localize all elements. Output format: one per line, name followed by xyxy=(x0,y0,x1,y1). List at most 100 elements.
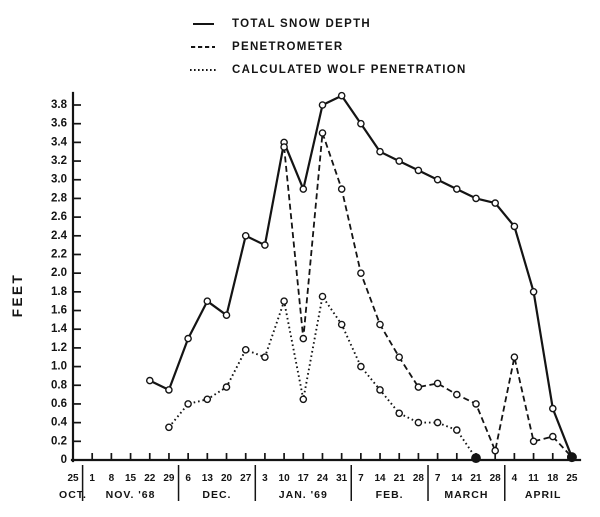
series-calculated-wolf-penetration-marker xyxy=(357,362,365,371)
y-tick-label: 0.4 xyxy=(51,417,68,429)
x-tick-label: 17 xyxy=(298,473,310,484)
x-tick-label: 15 xyxy=(125,473,137,484)
series-calculated-wolf-penetration-marker xyxy=(433,418,442,427)
y-tick-label: 1.4 xyxy=(51,323,68,335)
series-calculated-wolf-penetration-marker xyxy=(471,453,481,463)
series-penetrometer-marker xyxy=(299,334,308,343)
series-total-snow-depth-marker xyxy=(203,297,212,306)
x-tick-label: 25 xyxy=(566,473,578,484)
x-tick-label: 25 xyxy=(67,473,79,484)
series-total-snow-depth-marker xyxy=(414,166,423,175)
series-penetrometer-line xyxy=(283,132,573,458)
y-tick-label: 0 xyxy=(61,454,67,466)
x-tick-label: 22 xyxy=(144,473,156,484)
y-tick-label: 1.8 xyxy=(51,286,68,298)
legend: TOTAL SNOW DEPTH PENETROMETER CALCULATED… xyxy=(190,18,467,76)
series-calculated-wolf-penetration-marker xyxy=(299,395,308,404)
series-total-snow-depth-marker xyxy=(145,376,154,385)
series-penetrometer-marker xyxy=(357,269,365,278)
series-total-snow-depth-marker xyxy=(549,404,557,413)
x-tick-label: 4 xyxy=(512,473,518,484)
y-tick-label: 0.2 xyxy=(51,435,67,447)
x-tick-label: 28 xyxy=(490,473,502,484)
y-tick-label: 3.2 xyxy=(51,155,67,167)
series-penetrometer-marker xyxy=(414,383,423,391)
y-axis-title: FEET xyxy=(10,273,25,318)
series-total-snow-depth-marker xyxy=(222,311,231,320)
series-penetrometer-marker xyxy=(318,129,327,137)
series-penetrometer-marker xyxy=(491,446,500,455)
x-tick-label: 21 xyxy=(470,473,482,484)
month-label-oct-: OCT. xyxy=(59,489,87,501)
month-label-april: APRIL xyxy=(525,489,562,501)
series-total-snow-depth-marker xyxy=(452,185,461,193)
series-calculated-wolf-penetration-marker xyxy=(241,345,250,354)
series-calculated-wolf-penetration-marker xyxy=(261,353,269,362)
y-tick-label: 2.8 xyxy=(51,192,68,204)
month-label-feb-: FEB. xyxy=(376,489,404,501)
series-penetrometer-marker xyxy=(337,185,346,193)
series-calculated-wolf-penetration-marker xyxy=(165,423,173,432)
series-total-snow-depth-marker xyxy=(472,194,480,203)
series-total-snow-depth-marker xyxy=(241,231,250,240)
series-total-snow-depth-marker xyxy=(184,334,192,343)
series-calculated-wolf-penetration-marker xyxy=(318,292,327,301)
y-tick-label: 0.6 xyxy=(51,398,67,410)
x-tick-label: 7 xyxy=(435,473,441,484)
series-total-snow-depth-marker xyxy=(165,386,173,394)
x-tick-label: 21 xyxy=(394,473,406,484)
x-tick-label: 29 xyxy=(163,473,175,484)
x-tick-label: 24 xyxy=(317,473,329,484)
month-label-march: MARCH xyxy=(444,489,488,501)
series-calculated-wolf-penetration-marker xyxy=(337,320,346,329)
series-penetrometer-marker xyxy=(433,379,442,388)
series-calculated-wolf-penetration-marker xyxy=(184,400,192,408)
x-tick-label: 7 xyxy=(358,473,364,484)
x-tick-label: 11 xyxy=(528,473,539,484)
series-penetrometer-marker xyxy=(472,400,480,408)
x-tick-label: 8 xyxy=(109,473,115,484)
series-calculated-wolf-penetration-line xyxy=(168,295,477,459)
legend-label-total-snow-depth: TOTAL SNOW DEPTH xyxy=(232,18,371,30)
series-penetrometer-marker xyxy=(529,437,538,446)
x-tick-label: 31 xyxy=(336,473,348,484)
series-total-snow-depth-marker xyxy=(395,157,404,165)
series-total-snow-depth-marker xyxy=(318,101,327,109)
series-calculated-wolf-penetration-marker xyxy=(203,395,212,404)
x-tick-label: 27 xyxy=(240,473,252,484)
series-total-snow-depth-marker xyxy=(529,287,538,296)
x-tick-label: 10 xyxy=(279,473,291,484)
series-calculated-wolf-penetration-marker xyxy=(222,383,231,391)
x-tick-label: 6 xyxy=(185,473,191,484)
series-penetrometer-marker xyxy=(510,353,519,362)
series-total-snow-depth-marker xyxy=(261,241,269,249)
series-total-snow-depth-marker xyxy=(357,119,365,128)
x-tick-label: 13 xyxy=(202,473,214,484)
y-tick-label: 2.4 xyxy=(51,230,68,242)
series-calculated-wolf-penetration-marker xyxy=(376,386,384,394)
series-penetrometer-marker xyxy=(549,432,557,441)
series-total-snow-depth-marker xyxy=(433,175,442,184)
series-penetrometer-marker xyxy=(395,353,404,362)
plot-area: 0 0.2 0.4 0.6 0.8 1.0 1.2 1.4 1.6 1.8 2.0 2.2 2.4 2.6… xyxy=(51,91,582,501)
month-label-jan-69: JAN. '69 xyxy=(279,489,328,501)
y-tick-label: 0.8 xyxy=(51,379,68,391)
y-tick-label: 3.6 xyxy=(51,118,67,130)
legend-label-penetrometer: PENETROMETER xyxy=(232,41,343,53)
series-calculated-wolf-penetration-marker xyxy=(414,418,423,427)
series-penetrometer-marker xyxy=(452,390,461,399)
x-tick-label: 18 xyxy=(547,473,559,484)
series-penetrometer-marker xyxy=(567,452,577,463)
x-tick-label: 28 xyxy=(413,473,425,484)
y-tick-label: 1.6 xyxy=(51,305,67,317)
series-penetrometer-marker xyxy=(280,143,288,151)
x-tick-label: 14 xyxy=(374,473,386,484)
series-calculated-wolf-penetration-marker xyxy=(280,297,288,306)
x-tick-label: 1 xyxy=(89,473,95,484)
series-total-snow-depth-marker xyxy=(299,185,308,193)
series-calculated-wolf-penetration-marker xyxy=(395,409,404,418)
legend-label-calculated-wolf-penetration: CALCULATED WOLF PENETRATION xyxy=(232,64,467,76)
x-tick-label: 14 xyxy=(451,473,463,484)
series-total-snow-depth-marker xyxy=(491,199,500,207)
